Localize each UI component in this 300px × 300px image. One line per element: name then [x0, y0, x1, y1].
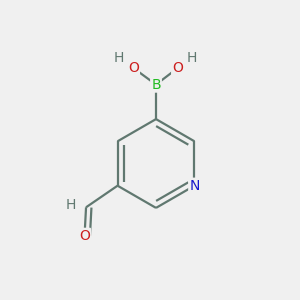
Text: H: H — [187, 52, 197, 65]
Text: H: H — [114, 52, 124, 65]
Text: H: H — [65, 198, 76, 212]
Text: O: O — [79, 229, 90, 243]
Text: O: O — [128, 61, 139, 75]
Text: B: B — [151, 78, 161, 92]
Text: N: N — [189, 179, 200, 193]
Text: O: O — [172, 61, 183, 75]
